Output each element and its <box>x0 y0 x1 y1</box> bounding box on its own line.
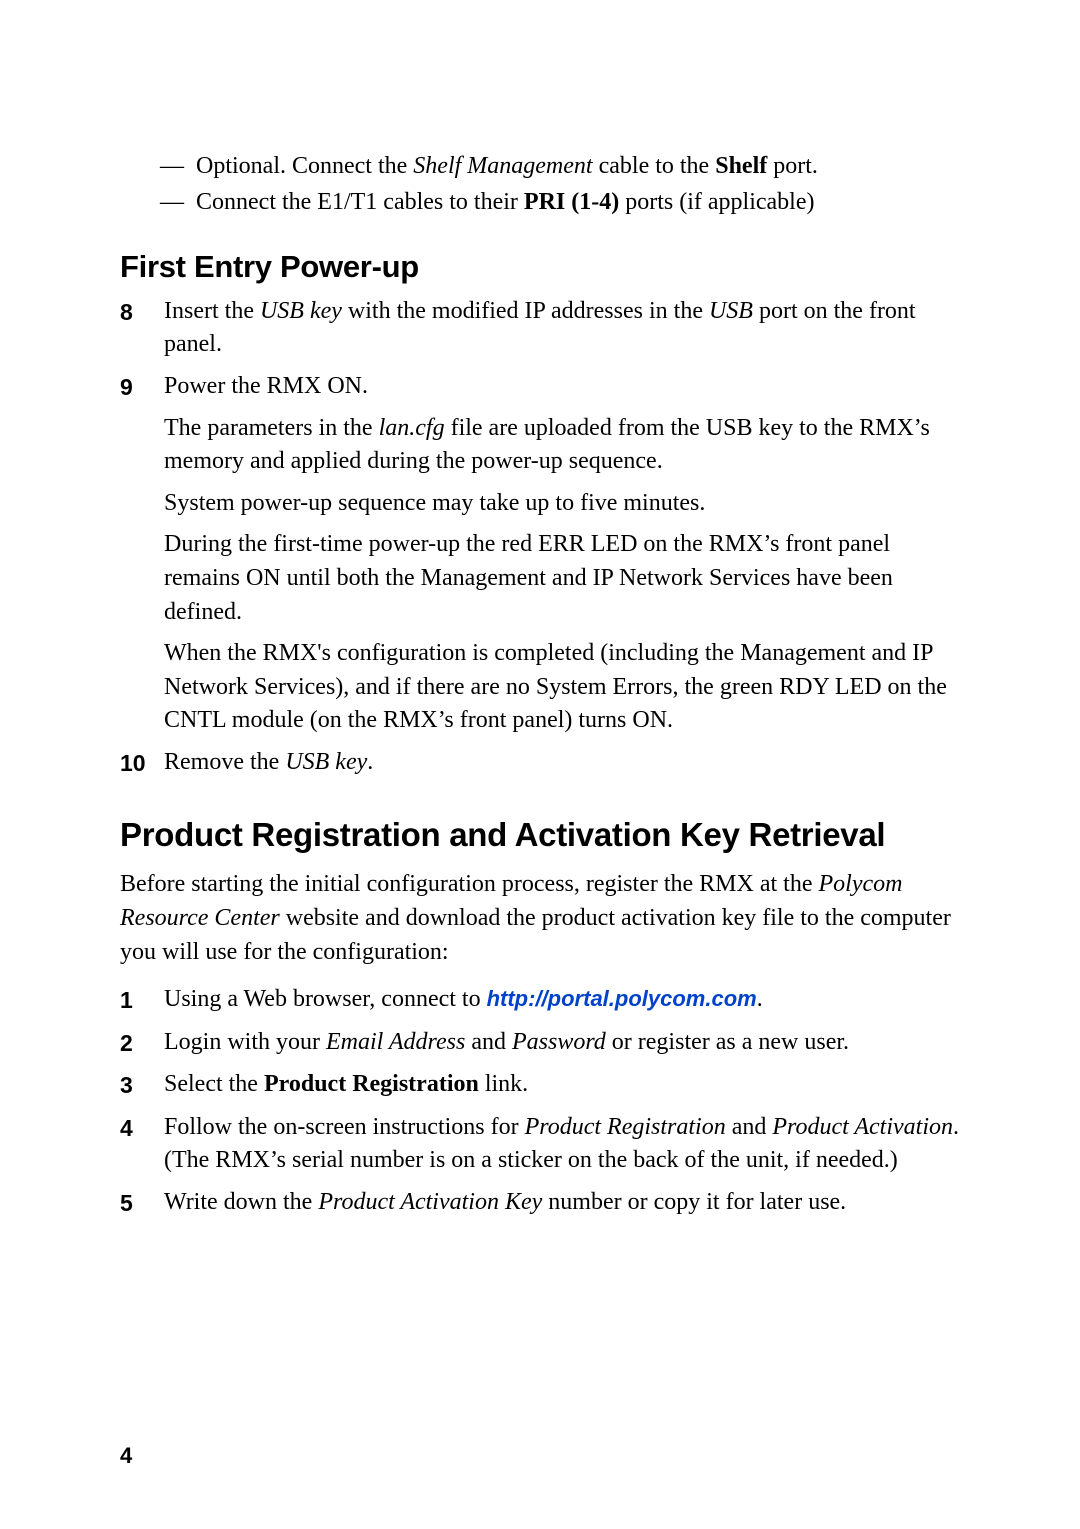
text: Connect the E1/T1 cables to their <box>196 189 524 215</box>
list-item: 10Remove the USB key. <box>120 746 960 781</box>
list-number: 10 <box>120 746 164 781</box>
list-number: 9 <box>120 370 164 738</box>
paragraph: The parameters in the lan.cfg file are u… <box>164 412 960 479</box>
section2-intro-paragraph: Before starting the initial configuratio… <box>120 868 960 969</box>
text-italic: Product Registration <box>525 1114 726 1140</box>
list-body: Power the RMX ON. The parameters in the l… <box>164 370 960 738</box>
text: . <box>757 986 763 1012</box>
list-number: 4 <box>120 1111 164 1178</box>
dash-body: Optional. Connect the Shelf Management c… <box>196 150 960 182</box>
text: Write down the <box>164 1189 318 1215</box>
text: link. <box>479 1071 528 1097</box>
list-number: 2 <box>120 1026 164 1061</box>
text-italic: USB key <box>260 298 342 324</box>
dash-bullet-icon <box>160 150 196 182</box>
external-link[interactable]: http://portal.polycom.com <box>487 986 757 1011</box>
list-number: 5 <box>120 1186 164 1221</box>
paragraph: Write down the Product Activation Key nu… <box>164 1186 960 1220</box>
paragraph: Select the Product Registration link. <box>164 1068 960 1102</box>
paragraph: Login with your Email Address and Passwo… <box>164 1026 960 1060</box>
text-italic: USB key <box>285 749 367 775</box>
text: port. <box>767 153 818 179</box>
paragraph: Using a Web browser, connect to http://p… <box>164 983 960 1017</box>
list-item: 1Using a Web browser, connect to http://… <box>120 983 960 1018</box>
paragraph: Follow the on-screen instructions for Pr… <box>164 1111 960 1178</box>
text: with the modified IP addresses in the <box>342 298 709 324</box>
list-body: Write down the Product Activation Key nu… <box>164 1186 960 1221</box>
top-dash-list: Optional. Connect the Shelf Management c… <box>160 150 960 219</box>
section-heading-first-entry: First Entry Power-up <box>120 249 960 285</box>
text: System power-up sequence may take up to … <box>164 490 705 516</box>
list-body: Login with your Email Address and Passwo… <box>164 1026 960 1061</box>
text: or register as a new user. <box>606 1029 849 1055</box>
list-body: Remove the USB key. <box>164 746 960 781</box>
paragraph: When the RMX's configuration is complete… <box>164 637 960 738</box>
paragraph: Insert the USB key with the modified IP … <box>164 295 960 362</box>
text-bold: Shelf <box>715 153 767 179</box>
list-item: 5Write down the Product Activation Key n… <box>120 1186 960 1221</box>
paragraph: Remove the USB key. <box>164 746 960 780</box>
list-body: Select the Product Registration link. <box>164 1068 960 1103</box>
list-item: 3Select the Product Registration link. <box>120 1068 960 1103</box>
page-number: 4 <box>120 1443 132 1469</box>
paragraph: Power the RMX ON. <box>164 370 960 404</box>
text-bold: Product Registration <box>264 1071 479 1097</box>
list-body: Insert the USB key with the modified IP … <box>164 295 960 362</box>
text: and <box>465 1029 512 1055</box>
text: When the RMX's configuration is complete… <box>164 640 947 733</box>
text: Before starting the initial configuratio… <box>120 871 818 897</box>
text: Optional. Connect the <box>196 153 413 179</box>
dash-item: Connect the E1/T1 cables to their PRI (1… <box>160 186 960 218</box>
text-bold: PRI (1-4) <box>524 189 619 215</box>
text-italic: USB <box>709 298 753 324</box>
text: Insert the <box>164 298 260 324</box>
paragraph: System power-up sequence may take up to … <box>164 487 960 521</box>
text: . <box>367 749 373 775</box>
numbered-list-a: 8Insert the USB key with the modified IP… <box>120 295 960 781</box>
text-italic: Password <box>512 1029 606 1055</box>
text: Select the <box>164 1071 264 1097</box>
text-italic: Email Address <box>326 1029 465 1055</box>
text: Using a Web browser, connect to <box>164 986 487 1012</box>
text: During the first-time power-up the red E… <box>164 531 893 624</box>
list-body: Follow the on-screen instructions for Pr… <box>164 1111 960 1178</box>
text: number or copy it for later use. <box>542 1189 846 1215</box>
list-item: 4Follow the on-screen instructions for P… <box>120 1111 960 1178</box>
numbered-list-b: 1Using a Web browser, connect to http://… <box>120 983 960 1220</box>
list-item: 8Insert the USB key with the modified IP… <box>120 295 960 362</box>
section-heading-product-registration: Product Registration and Activation Key … <box>120 816 960 854</box>
dash-bullet-icon <box>160 186 196 218</box>
text: Remove the <box>164 749 285 775</box>
paragraph: During the first-time power-up the red E… <box>164 528 960 629</box>
text: Follow the on-screen instructions for <box>164 1114 525 1140</box>
dash-body: Connect the E1/T1 cables to their PRI (1… <box>196 186 960 218</box>
list-body: Using a Web browser, connect to http://p… <box>164 983 960 1018</box>
text: Power the RMX ON. <box>164 373 368 399</box>
list-number: 8 <box>120 295 164 362</box>
text-italic: lan.cfg <box>379 415 445 441</box>
text-italic: Product Activation Key <box>318 1189 542 1215</box>
list-number: 3 <box>120 1068 164 1103</box>
text: Login with your <box>164 1029 326 1055</box>
list-number: 1 <box>120 983 164 1018</box>
text: The parameters in the <box>164 415 379 441</box>
text-italic: Product Activation <box>772 1114 953 1140</box>
text: cable to the <box>593 153 716 179</box>
text: and <box>726 1114 773 1140</box>
list-item: 9Power the RMX ON. The parameters in the … <box>120 370 960 738</box>
text-italic: Shelf Management <box>413 153 592 179</box>
list-item: 2Login with your Email Address and Passw… <box>120 1026 960 1061</box>
dash-item: Optional. Connect the Shelf Management c… <box>160 150 960 182</box>
document-page: Optional. Connect the Shelf Management c… <box>0 0 1080 1529</box>
text: ports (if applicable) <box>619 189 814 215</box>
